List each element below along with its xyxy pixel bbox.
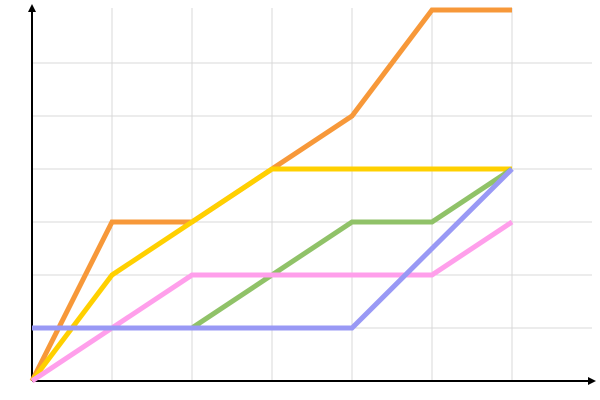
vertical-gridlines	[111, 8, 513, 381]
data-series-group	[29, 7, 514, 384]
x-axis-arrow-icon	[588, 377, 596, 385]
series-line-purple	[32, 167, 514, 331]
chart-axes	[28, 4, 596, 385]
horizontal-gridlines	[32, 62, 592, 329]
y-axis-arrow-icon	[28, 4, 36, 12]
